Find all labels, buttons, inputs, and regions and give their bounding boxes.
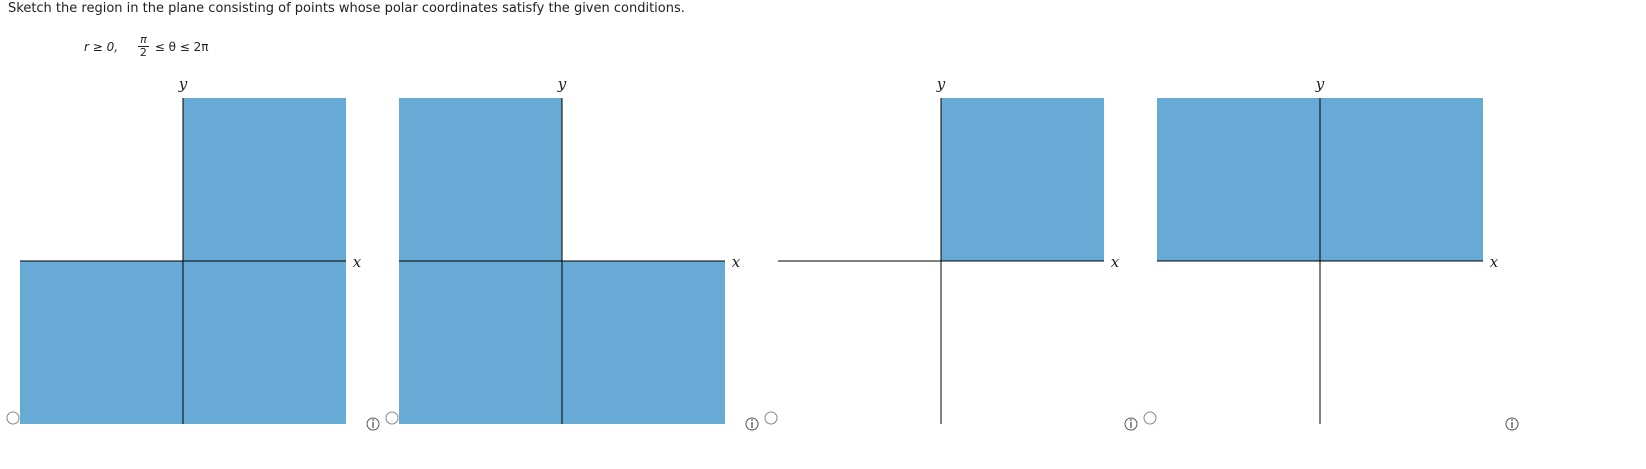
denominator: 2 — [139, 46, 147, 59]
shaded-quadrant — [20, 261, 183, 424]
radio-button[interactable] — [764, 411, 778, 425]
info-icon[interactable] — [1124, 417, 1138, 431]
radio-button[interactable] — [385, 411, 399, 425]
info-icon[interactable] — [1505, 417, 1519, 431]
x-label: x — [1490, 253, 1499, 271]
shaded-quadrant — [183, 98, 346, 261]
theta-condition: ≤ θ ≤ 2π — [154, 39, 209, 54]
r-condition: r ≥ 0, — [84, 39, 119, 54]
fraction: π 2 — [138, 34, 149, 59]
shaded-quadrant — [562, 261, 725, 424]
option: y x — [764, 75, 1138, 431]
info-icon[interactable] — [366, 417, 380, 431]
option: y x — [6, 75, 380, 431]
x-label: x — [732, 253, 741, 271]
info-icon[interactable] — [745, 417, 759, 431]
question-text: Sketch the region in the plane consistin… — [8, 1, 685, 16]
y-label: y — [1315, 75, 1325, 93]
option: y x — [1143, 75, 1519, 431]
radio-button[interactable] — [6, 411, 20, 425]
condition: r ≥ 0, π 2 ≤ θ ≤ 2π — [84, 34, 208, 59]
x-label: x — [353, 253, 362, 271]
y-label: y — [178, 75, 188, 93]
y-label: y — [936, 75, 946, 93]
y-label: y — [557, 75, 567, 93]
shaded-quadrant — [399, 98, 562, 261]
radio-button[interactable] — [1143, 411, 1157, 425]
numerator: π — [138, 33, 149, 47]
shaded-quadrant — [941, 98, 1104, 261]
shaded-quadrant — [399, 261, 562, 424]
x-label: x — [1111, 253, 1120, 271]
option: y x — [385, 75, 759, 431]
shaded-quadrant — [183, 261, 346, 424]
